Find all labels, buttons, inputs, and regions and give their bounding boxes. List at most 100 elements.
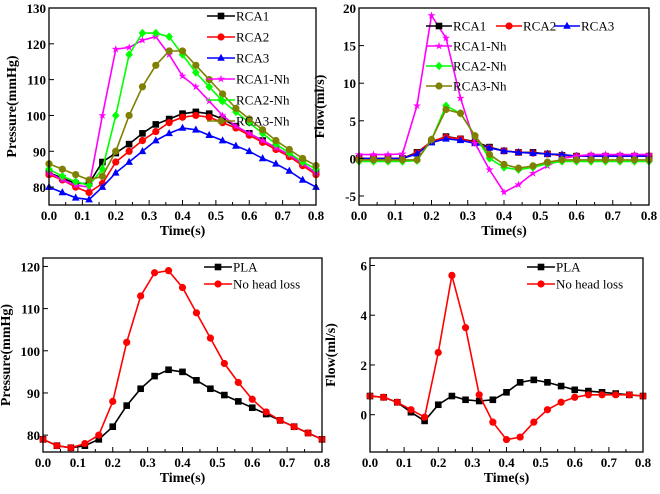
data-point bbox=[138, 146, 147, 155]
data-point bbox=[398, 156, 407, 164]
data-point bbox=[58, 172, 67, 181]
data-point bbox=[500, 146, 508, 154]
x-tick-label: 0.7 bbox=[601, 455, 618, 470]
y-tick-label: 80 bbox=[33, 180, 46, 195]
data-point bbox=[462, 396, 469, 404]
legend-label: RCA1-Nh bbox=[236, 72, 290, 87]
data-point bbox=[125, 140, 133, 148]
data-point bbox=[272, 136, 280, 145]
data-point bbox=[234, 378, 242, 387]
legend-item: RCA3 bbox=[554, 19, 614, 34]
panel-4: 0.0 0.1 0.2 0.3 0.4 0.5 0.6 0.7 0.8 0 2 4 6 Time(s) Fl… bbox=[324, 257, 652, 486]
panel-1: 0.0 0.1 0.2 0.3 0.4 0.5 0.6 0.7 0.8 80 90 100 110 120… bbox=[5, 1, 325, 239]
x-tick-label: 0.8 bbox=[635, 455, 652, 470]
data-point bbox=[558, 156, 566, 164]
data-point bbox=[205, 130, 213, 138]
legend-marker bbox=[537, 280, 545, 288]
x-tick-label: 0.4 bbox=[498, 455, 515, 470]
x-tick-label: 0.2 bbox=[423, 208, 439, 223]
data-point bbox=[475, 397, 483, 405]
data-point bbox=[384, 156, 392, 164]
series-rca3 bbox=[45, 123, 320, 203]
data-point bbox=[369, 156, 378, 164]
data-point bbox=[138, 28, 147, 38]
legend-item: RCA1 bbox=[426, 19, 486, 34]
data-point bbox=[276, 416, 284, 424]
data-point bbox=[571, 393, 579, 401]
x-tick-label: 0.4 bbox=[174, 455, 191, 470]
legend-label: RCA1-Nh bbox=[453, 39, 507, 54]
y-tick-label: 15 bbox=[343, 39, 357, 54]
legend-label: RCA2-Nh bbox=[236, 93, 290, 108]
data-point bbox=[112, 158, 120, 166]
data-point bbox=[471, 139, 479, 147]
legend-item: PLA bbox=[527, 260, 581, 275]
y-axis-label: Pressure(mmHg) bbox=[5, 55, 20, 157]
data-point bbox=[138, 136, 147, 145]
legend-label: RCA3-Nh bbox=[453, 79, 507, 94]
legend-item: RCA1-Nh bbox=[207, 72, 290, 87]
legend-label: RCA1 bbox=[236, 9, 269, 24]
data-point bbox=[111, 45, 120, 53]
legend-item: RCA3 bbox=[207, 51, 269, 66]
data-point bbox=[137, 292, 145, 300]
data-point bbox=[514, 180, 523, 189]
x-tick-label: 0.1 bbox=[70, 455, 86, 470]
legend-marker bbox=[217, 74, 225, 83]
legend-marker bbox=[217, 33, 225, 41]
x-tick-label: 0.6 bbox=[244, 455, 261, 470]
x-tick-label: 0.3 bbox=[140, 455, 157, 470]
data-point bbox=[598, 391, 606, 399]
data-point bbox=[489, 418, 497, 426]
data-point bbox=[285, 166, 294, 174]
legend-label: RCA3 bbox=[236, 51, 269, 66]
data-point bbox=[245, 146, 254, 155]
data-point bbox=[471, 132, 479, 140]
x-tick-label: 0.8 bbox=[314, 455, 331, 470]
x-tick-label: 0.7 bbox=[275, 208, 292, 223]
x-axis-label: Time(s) bbox=[160, 471, 206, 486]
data-point bbox=[123, 402, 130, 409]
y-tick-label: 6 bbox=[361, 258, 368, 273]
y-tick-label: 100 bbox=[27, 108, 47, 123]
x-tick-label: 0.7 bbox=[279, 455, 296, 470]
data-point bbox=[58, 165, 66, 173]
legend-marker bbox=[217, 117, 225, 125]
legend-label: RCA2 bbox=[236, 30, 269, 45]
legend-marker bbox=[217, 12, 225, 20]
x-tick-label: 0.5 bbox=[208, 208, 225, 223]
series-no-head-loss bbox=[366, 271, 647, 444]
series-no-head-loss bbox=[39, 267, 326, 452]
data-point bbox=[138, 83, 147, 91]
data-point bbox=[205, 113, 213, 121]
legend-item: RCA2 bbox=[207, 30, 269, 45]
data-point bbox=[543, 149, 552, 157]
x-axis-label: Time(s) bbox=[484, 471, 530, 486]
data-point bbox=[95, 436, 103, 443]
legend-marker bbox=[217, 53, 225, 61]
data-point bbox=[125, 50, 133, 59]
data-point bbox=[178, 47, 187, 55]
legend-marker bbox=[435, 82, 443, 90]
data-point bbox=[138, 36, 147, 44]
data-point bbox=[485, 143, 494, 151]
legend: PLA No head loss bbox=[204, 260, 300, 292]
x-tick-label: 0.8 bbox=[308, 208, 325, 223]
legend-marker bbox=[435, 22, 443, 30]
legend-label: No head loss bbox=[556, 277, 623, 292]
data-point bbox=[152, 136, 160, 144]
data-point bbox=[248, 395, 256, 403]
data-point bbox=[232, 141, 240, 149]
legend-label: RCA1 bbox=[453, 19, 486, 34]
data-point bbox=[192, 125, 200, 133]
y-tick-label: 130 bbox=[27, 1, 47, 16]
data-point bbox=[53, 442, 61, 450]
data-point bbox=[285, 145, 293, 154]
data-point bbox=[413, 156, 421, 164]
data-point bbox=[164, 267, 173, 275]
legend-item: RCA1 bbox=[207, 9, 269, 24]
x-tick-label: 0.1 bbox=[74, 208, 90, 223]
y-tick-label: 110 bbox=[21, 302, 40, 317]
y-tick-label: 2 bbox=[361, 358, 368, 373]
x-tick-label: 0.5 bbox=[209, 455, 226, 470]
